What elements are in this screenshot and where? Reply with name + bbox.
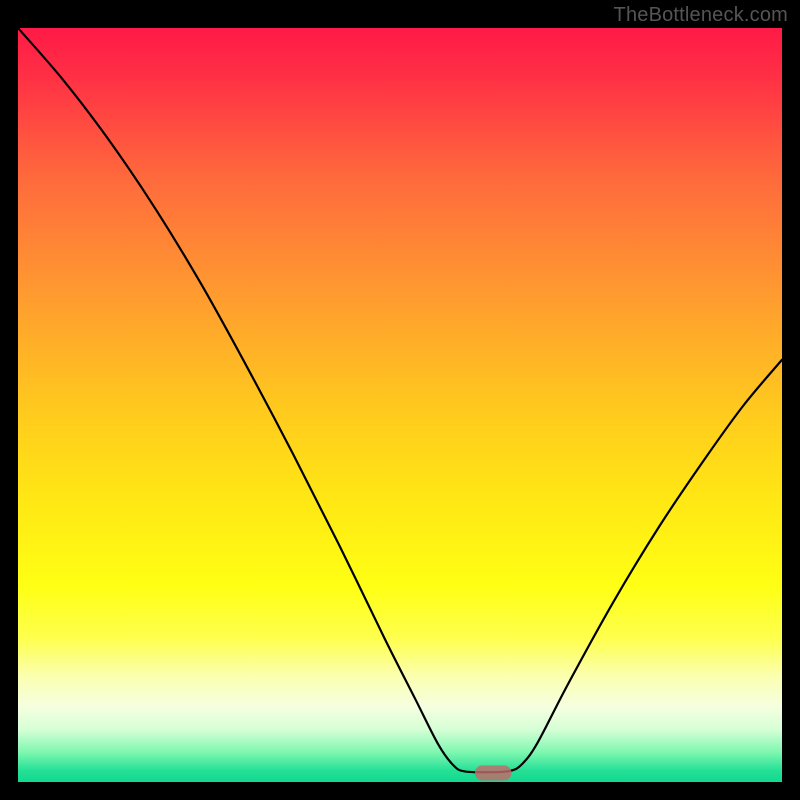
plot-area [18,28,782,782]
watermark-text: TheBottleneck.com [614,4,788,27]
bottleneck-chart [0,0,800,800]
chart-container: TheBottleneck.com [0,0,800,800]
optimal-marker [475,765,512,780]
